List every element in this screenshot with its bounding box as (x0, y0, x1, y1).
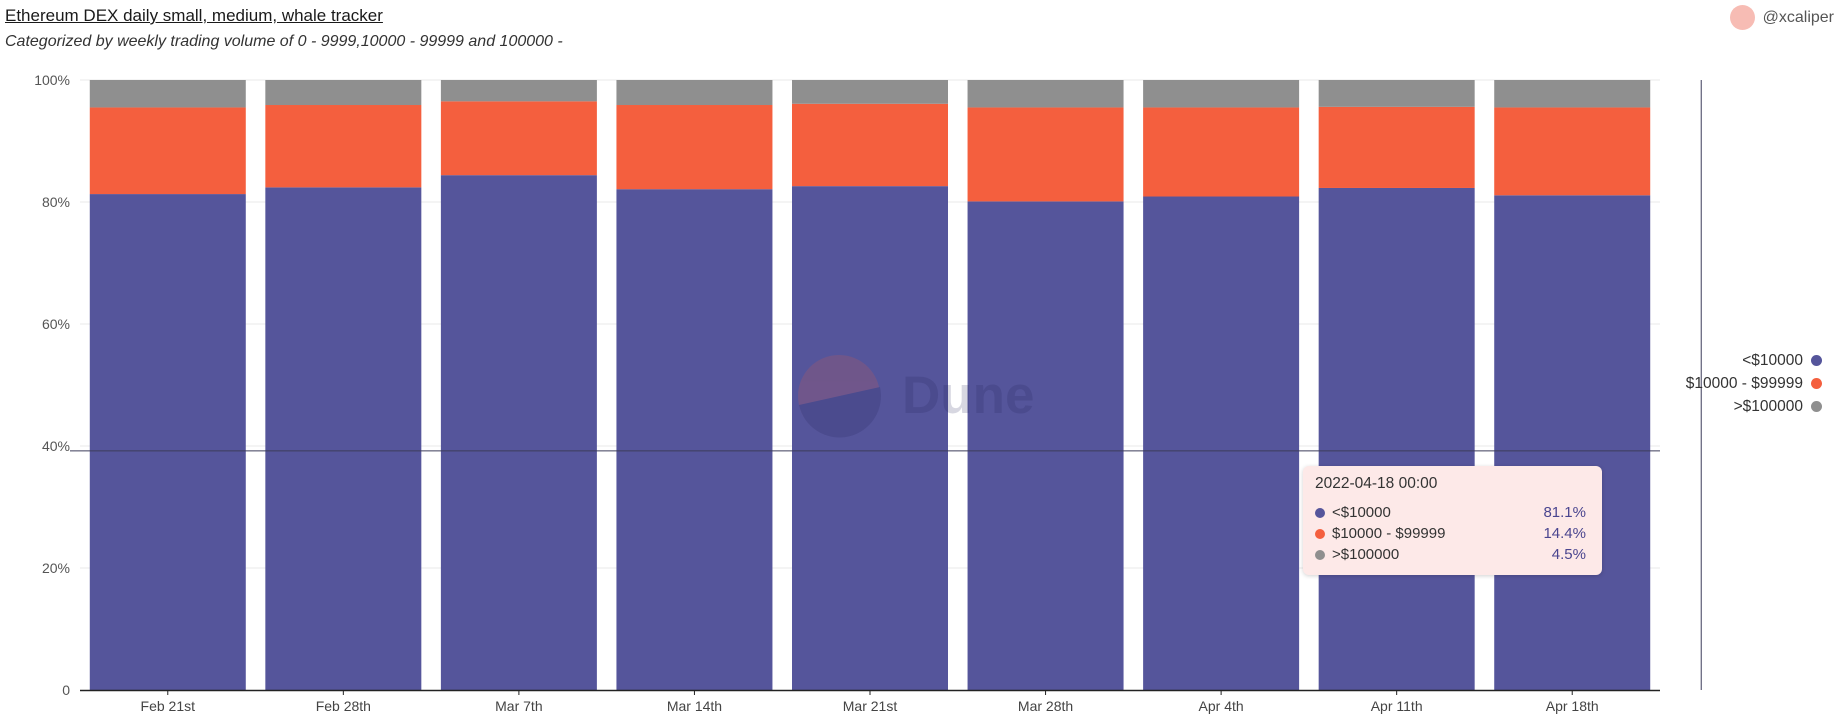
bar-segment-medium[interactable] (967, 107, 1124, 202)
tooltip-dot-small (1315, 507, 1325, 518)
author-link[interactable]: @xcaliper (1729, 5, 1834, 30)
chart-title[interactable]: Ethereum DEX daily small, medium, whale … (5, 6, 383, 25)
legend-item-medium[interactable]: $10000 - $99999 (1686, 374, 1822, 393)
bar-segment-whale[interactable] (616, 80, 773, 106)
dune-logo-shade (799, 387, 881, 438)
y-tick-label: 80% (42, 194, 70, 210)
chart-tooltip: 2022-04-18 00:00 <$10000 81.1% $10000 - … (1303, 466, 1602, 575)
dune-watermark: Dune (798, 355, 1035, 438)
tooltip-value-whale: 4.5% (1551, 546, 1586, 563)
legend-dot-small (1811, 355, 1822, 366)
x-tick-label: Mar 21st (843, 698, 898, 714)
x-tick-label: Apr 11th (1371, 698, 1423, 714)
legend-item-small[interactable]: <$10000 (1742, 351, 1822, 370)
legend-label-medium: $10000 - $99999 (1685, 374, 1803, 392)
dune-logo-icon (798, 355, 880, 437)
dune-watermark-text: Dune (902, 366, 1035, 425)
tooltip-row-whale: >$100000 4.5% (1315, 544, 1586, 565)
author-name: @xcaliper (1762, 8, 1834, 26)
tooltip-value-small: 81.1% (1543, 504, 1586, 521)
x-tick-label: Feb 21st (141, 698, 196, 714)
bar-segment-small[interactable] (265, 187, 422, 691)
x-tick-label: Mar 28th (1018, 698, 1073, 714)
bar-segment-medium[interactable] (89, 107, 246, 195)
bar-segment-small[interactable] (792, 186, 948, 690)
legend-label-whale: >$100000 (1733, 397, 1803, 415)
avatar (1729, 5, 1755, 30)
legend-item-whale[interactable]: >$100000 (1734, 397, 1822, 416)
x-tick-label: Mar 7th (495, 698, 542, 714)
bar-segment-small[interactable] (1143, 196, 1300, 690)
tooltip-dot-whale (1315, 549, 1325, 560)
tooltip-label-medium: $10000 - $99999 (1332, 525, 1446, 542)
tooltip-row-small: <$10000 81.1% (1315, 502, 1586, 523)
legend: <$10000 $10000 - $99999 >$100000 (1686, 351, 1822, 416)
bar-segment-whale[interactable] (1494, 80, 1651, 108)
y-tick-label: 100% (34, 72, 70, 88)
bar-segment-medium[interactable] (440, 101, 597, 176)
bar-segment-medium[interactable] (1318, 106, 1475, 188)
bar-segment-medium[interactable] (1143, 107, 1300, 197)
bars (89, 80, 1651, 691)
bar-segment-whale[interactable] (89, 80, 246, 108)
tooltip-value-medium: 14.4% (1543, 525, 1586, 542)
bar-segment-small[interactable] (616, 189, 773, 690)
y-tick-label: 60% (42, 316, 70, 332)
bar-segment-whale[interactable] (265, 80, 422, 106)
legend-label-small: <$10000 (1742, 351, 1803, 369)
bar-segment-small[interactable] (1318, 187, 1475, 690)
x-tick-label: Feb 28th (316, 698, 371, 714)
bar-segment-whale[interactable] (967, 80, 1124, 108)
crosshair (70, 80, 1702, 690)
bar-segment-small[interactable] (440, 175, 597, 690)
y-axis: 0 20% 40% 60% 80% 100% (34, 72, 70, 698)
tooltip-label-small: <$10000 (1332, 504, 1391, 521)
x-tick-label: Apr 18th (1546, 698, 1599, 714)
bar-segment-whale[interactable] (1318, 80, 1475, 107)
chart-subtitle: Categorized by weekly trading volume of … (5, 33, 563, 50)
bar-segment-whale[interactable] (440, 80, 597, 102)
tooltip-label-whale: >$100000 (1332, 546, 1400, 563)
tooltip-title: 2022-04-18 00:00 (1315, 475, 1438, 492)
x-axis: Feb 21st Feb 28th Mar 7th Mar 14th Mar 21st M… (80, 689, 1660, 714)
y-tick-label: 20% (42, 560, 70, 576)
y-tick-label: 40% (42, 438, 70, 454)
bar-segment-whale[interactable] (792, 80, 948, 104)
legend-dot-medium (1811, 378, 1822, 389)
bar-segment-medium[interactable] (265, 105, 422, 188)
legend-dot-whale (1811, 401, 1822, 412)
bar-segment-medium[interactable] (1494, 107, 1651, 196)
x-tick-label: Apr 4th (1199, 698, 1244, 714)
bar-segment-small[interactable] (89, 194, 246, 690)
bar-segment-medium[interactable] (616, 105, 773, 190)
y-tick-label: 0 (62, 682, 70, 698)
bar-segment-small[interactable] (967, 201, 1124, 690)
tooltip-dot-medium (1315, 528, 1325, 539)
tooltip-row-medium: $10000 - $99999 14.4% (1315, 523, 1586, 544)
bar-segment-medium[interactable] (792, 103, 948, 187)
bar-segment-small[interactable] (1494, 195, 1651, 691)
x-tick-label: Mar 14th (667, 698, 722, 714)
bar-segment-whale[interactable] (1143, 80, 1300, 108)
